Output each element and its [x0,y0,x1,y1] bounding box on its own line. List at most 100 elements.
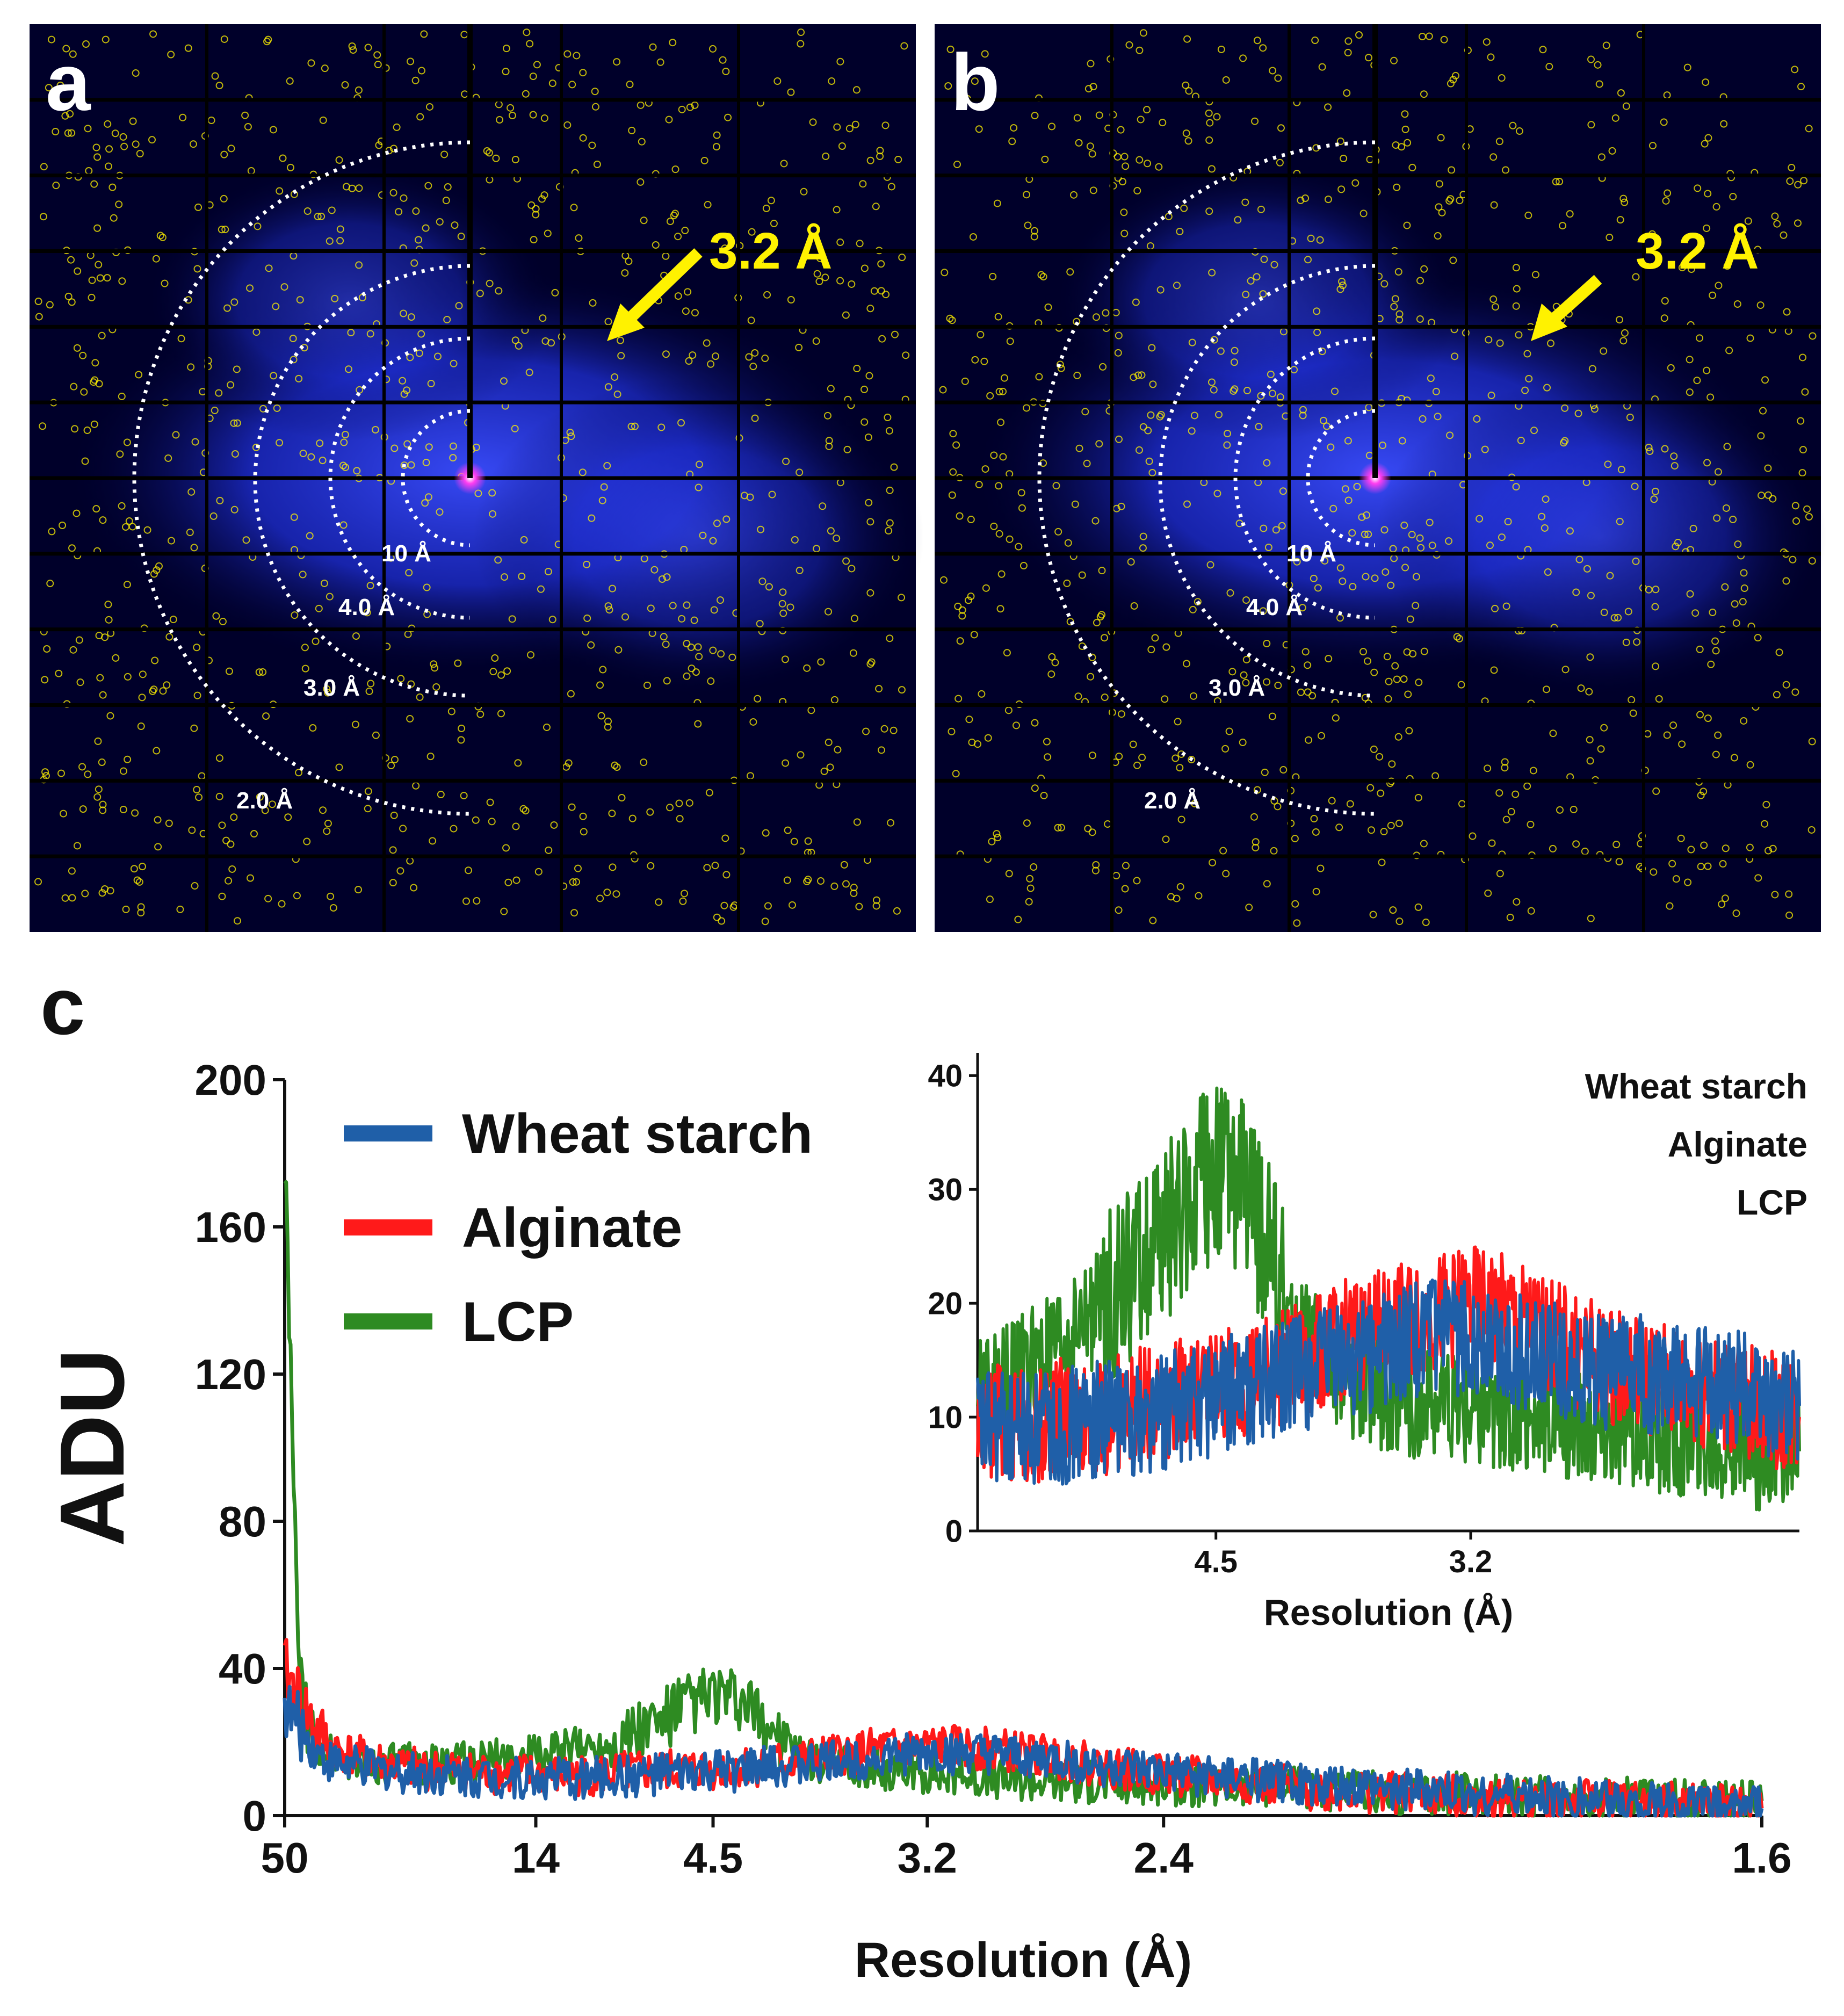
spot-marker [975,481,983,489]
spot-marker [779,588,787,596]
spot-marker [447,707,455,716]
spot-marker [355,86,363,94]
spot-marker [898,686,906,694]
spot-marker [804,876,812,884]
spot-marker [355,261,363,269]
spot-marker [1484,889,1492,897]
spot-marker [1404,139,1412,147]
spot-marker [1344,437,1352,445]
arrow-label: 3.2 Å [709,222,832,280]
spot-marker [1791,502,1799,510]
spot-marker [948,491,956,499]
spot-marker [990,522,998,530]
spot-marker [410,884,418,892]
spot-marker [1122,862,1130,870]
spot-marker [1344,37,1353,45]
spot-marker [981,465,989,473]
spot-marker [1394,268,1402,276]
spot-marker [1419,415,1427,423]
spot-marker [1451,352,1459,360]
spot-marker [1362,573,1370,581]
spot-marker [989,272,997,280]
spot-marker [1023,191,1031,199]
spot-marker [137,722,145,731]
spot-marker [1780,231,1788,239]
spot-marker [1208,269,1216,277]
spot-marker [729,903,737,911]
spot-marker [1121,885,1129,893]
spot-marker [1217,347,1225,355]
spot-marker [825,437,833,445]
spot-marker [842,880,850,888]
spot-marker [262,712,270,720]
spot-marker [1400,521,1408,529]
spot-marker [1447,80,1455,88]
spot-marker [48,528,56,536]
spot-marker [1600,347,1608,355]
spot-marker [179,113,187,121]
spot-marker [1188,756,1196,764]
spot-marker [1139,423,1147,431]
spot-marker [971,77,979,85]
spot-marker [1773,220,1781,228]
spot-marker [569,878,577,886]
spot-marker [158,233,167,241]
spot-marker [866,589,874,597]
spot-marker [80,388,88,396]
spot-marker [1093,313,1101,321]
spot-marker [1549,844,1557,852]
spot-marker [169,616,177,624]
spot-marker [73,842,81,850]
spot-marker [749,363,757,371]
spot-marker [1023,404,1031,412]
spot-marker [898,254,906,262]
spot-marker [511,424,519,432]
spot-marker [1807,826,1816,834]
spot-marker [768,490,776,498]
spot-marker [1515,127,1523,135]
spot-marker [1088,828,1096,836]
spot-marker [489,668,497,676]
spot-marker [570,909,578,917]
spot-marker [1259,290,1267,298]
spot-marker [815,277,823,285]
spot-marker [503,667,511,675]
spot-marker [1117,126,1125,134]
spot-marker [1312,887,1320,895]
spot-marker [432,683,440,691]
spot-marker [215,792,223,800]
spot-marker [1645,586,1653,594]
spot-marker [488,818,496,826]
spot-marker [218,892,226,900]
spot-marker [1785,911,1794,919]
y-tick-label: 40 [219,1645,266,1693]
spot-marker [1207,165,1216,173]
spot-marker [425,103,433,111]
spot-marker [1064,539,1072,547]
spot-marker [1435,203,1443,211]
spot-marker [1734,540,1742,548]
spot-marker [608,810,616,818]
spot-marker [1732,619,1740,627]
spot-marker [1723,443,1731,451]
spot-marker [84,125,92,133]
spot-marker [890,726,898,734]
spot-marker [1387,581,1395,589]
spot-marker [1299,406,1307,414]
spot-marker [95,261,103,269]
spot-marker [231,450,239,458]
spot-marker [39,213,47,221]
spot-marker [1661,297,1669,305]
spot-marker [230,813,238,821]
spot-marker [1101,693,1109,702]
spot-marker [647,604,655,612]
spot-marker [1453,633,1461,641]
spot-marker [1492,303,1500,311]
spot-marker [1714,468,1722,476]
spot-marker [997,570,1006,578]
spot-marker [1587,914,1595,922]
spot-marker [1259,607,1267,615]
spot-marker [860,264,869,272]
spot-marker [675,799,683,807]
